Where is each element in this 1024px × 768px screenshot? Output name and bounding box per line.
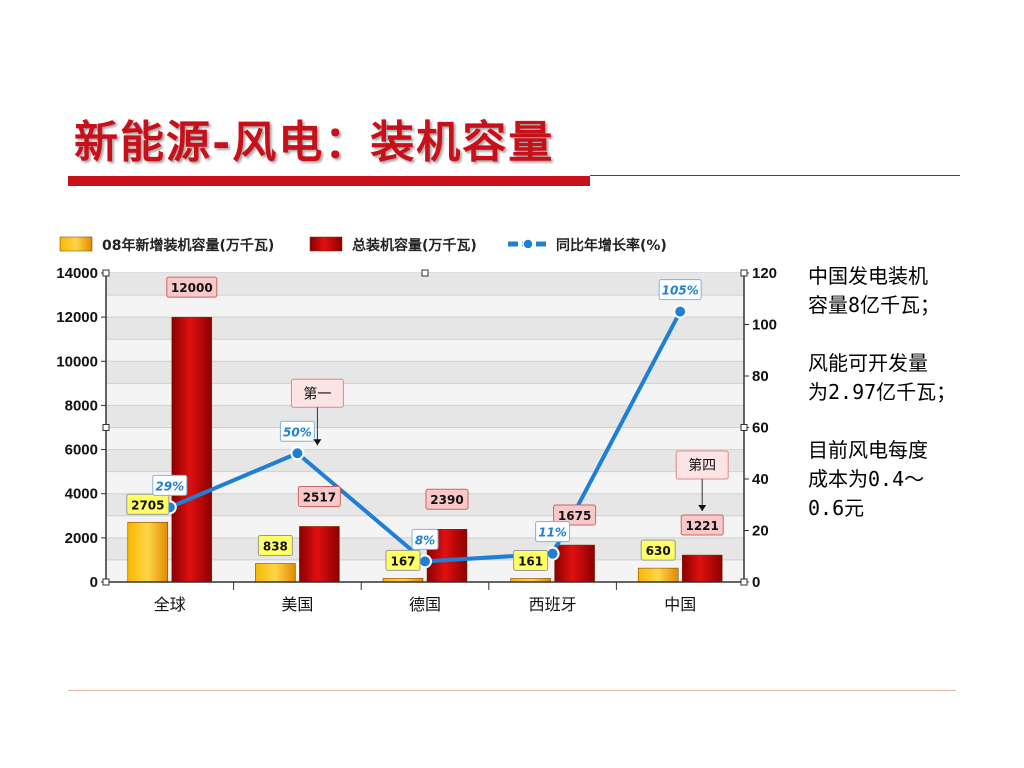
- new-capacity-label-2: 167: [390, 554, 415, 568]
- growth-rate-label-1: 50%: [283, 425, 312, 439]
- bar-total-capacity-1: [299, 526, 340, 583]
- growth-rate-label-3: 11%: [538, 526, 567, 540]
- footer-rule: [68, 690, 956, 691]
- growth-rate-label-4-box: [658, 279, 702, 301]
- callout-text-1: 第四: [688, 457, 716, 474]
- y2-tick-label: 40: [752, 471, 769, 488]
- new-capacity-label-3: 161: [518, 554, 543, 568]
- total-capacity-label-3-box: [553, 504, 597, 526]
- x-tick-label: 美国: [281, 595, 313, 614]
- axes: 0 2000 4000 6000 8000 10000 12000 14000 0 20 40 60 8…: [56, 265, 777, 614]
- new-capacity-label-4-box: [640, 539, 676, 561]
- bar-new-capacity-4: [637, 567, 679, 583]
- plot-area: [105, 272, 745, 583]
- legend-swatch-1: [309, 236, 343, 252]
- y2-tick-label: 0: [752, 574, 760, 591]
- resize-handle: [740, 578, 748, 586]
- new-capacity-label-4: 630: [646, 544, 671, 558]
- bars: [127, 316, 723, 583]
- new-capacity-label-1: 838: [263, 540, 288, 554]
- resize-handle: [740, 424, 748, 431]
- total-capacity-label-2-box: [425, 488, 469, 510]
- x-tick-label: 全球: [154, 595, 186, 614]
- total-capacity-label-4-box: [680, 514, 724, 536]
- data-labels: 2705 838 167 161 630 12000 2517 2390 1675 1221 29%…: [126, 276, 729, 571]
- growth-rate-point-1: [290, 446, 305, 461]
- bar-total-capacity-3: [554, 544, 595, 583]
- callout-arrow-1: [698, 505, 707, 512]
- new-capacity-label-1-box: [257, 535, 293, 557]
- legend-label-1: 总装机容量(万千瓦): [352, 237, 477, 254]
- resize-handle: [421, 269, 429, 277]
- total-capacity-label-2: 2390: [430, 493, 463, 507]
- title-underline: [68, 176, 590, 186]
- bar-total-capacity-4: [681, 554, 723, 583]
- bar-new-capacity-0: [127, 522, 169, 583]
- x-tick-label: 中国: [664, 595, 696, 614]
- growth-rate-label-0: 29%: [155, 479, 184, 493]
- y-tick-label: 6000: [65, 442, 98, 459]
- growth-rate-label-4: 105%: [662, 284, 699, 298]
- resize-handle: [102, 424, 110, 431]
- callout-text-0: 第一: [303, 385, 331, 402]
- title-underline-thin: [590, 175, 960, 176]
- growth-rate-label-0-box: [152, 474, 188, 496]
- growth-rate-point-2: [418, 554, 432, 569]
- growth-rate-point-4: [673, 304, 688, 319]
- y2-tick-label: 60: [752, 420, 769, 437]
- y2-tick-label: 80: [752, 368, 769, 385]
- x-tick-label: 德国: [409, 595, 441, 614]
- bar-total-capacity-0: [171, 316, 213, 583]
- wind-capacity-chart: 08年新增装机容量(万千瓦) 总装机容量(万千瓦) 同比年增长率(%) 0 2000 4…: [56, 236, 777, 614]
- total-capacity-label-0-box: [166, 276, 218, 298]
- new-capacity-label-0: 2705: [131, 498, 164, 512]
- resize-handle: [102, 578, 110, 586]
- bar-new-capacity-1: [255, 563, 296, 583]
- grid-band: [106, 273, 744, 296]
- chart-legend: 08年新增装机容量(万千瓦) 总装机容量(万千瓦) 同比年增长率(%): [59, 236, 667, 254]
- legend-swatch-0: [59, 236, 93, 252]
- growth-rate-label-1-box: [279, 420, 315, 442]
- y2-tick-label: 120: [752, 265, 777, 282]
- grid-band: [106, 317, 744, 340]
- total-capacity-label-3: 1675: [558, 509, 591, 523]
- legend-label-2: 同比年增长率(%): [556, 237, 667, 254]
- new-capacity-label-3-box: [513, 549, 549, 571]
- total-capacity-label-1: 2517: [303, 490, 336, 504]
- growth-rate-label-2: 8%: [415, 533, 435, 547]
- grid-band: [106, 361, 744, 384]
- grid-band: [106, 405, 744, 428]
- resize-handle: [102, 269, 110, 277]
- growth-rate-label-3-box: [535, 521, 571, 543]
- legend-label-0: 08年新增装机容量(万千瓦): [102, 237, 274, 254]
- callout-arrow-0: [313, 439, 322, 446]
- slide-title: 新能源-风电：装机容量: [74, 117, 555, 168]
- y-tick-label: 14000: [56, 265, 98, 282]
- resize-handle: [740, 269, 748, 277]
- x-tick-label: 西班牙: [529, 595, 577, 614]
- total-capacity-label-1-box: [297, 485, 341, 507]
- legend-marker-2: [522, 238, 534, 250]
- y-tick-label: 10000: [56, 353, 98, 370]
- y-tick-label: 12000: [56, 309, 98, 326]
- growth-rate-label-2-box: [411, 528, 439, 550]
- y2-tick-label: 100: [752, 317, 777, 334]
- total-capacity-label-0: 12000: [171, 281, 213, 295]
- total-capacity-label-4: 1221: [685, 519, 718, 533]
- y-tick-label: 8000: [65, 397, 98, 414]
- y-tick-label: 0: [90, 574, 98, 591]
- y-tick-label: 2000: [65, 530, 98, 547]
- side-notes: 中国发电装机 容量8亿千瓦； 风能可开发量 为2.97亿千瓦； 目前风电每度 成…: [808, 264, 957, 520]
- new-capacity-label-0-box: [126, 493, 170, 515]
- new-capacity-label-2-box: [385, 549, 421, 571]
- y-tick-label: 4000: [65, 486, 98, 503]
- growth-rate-point-3: [545, 546, 560, 561]
- y2-tick-label: 20: [752, 523, 769, 540]
